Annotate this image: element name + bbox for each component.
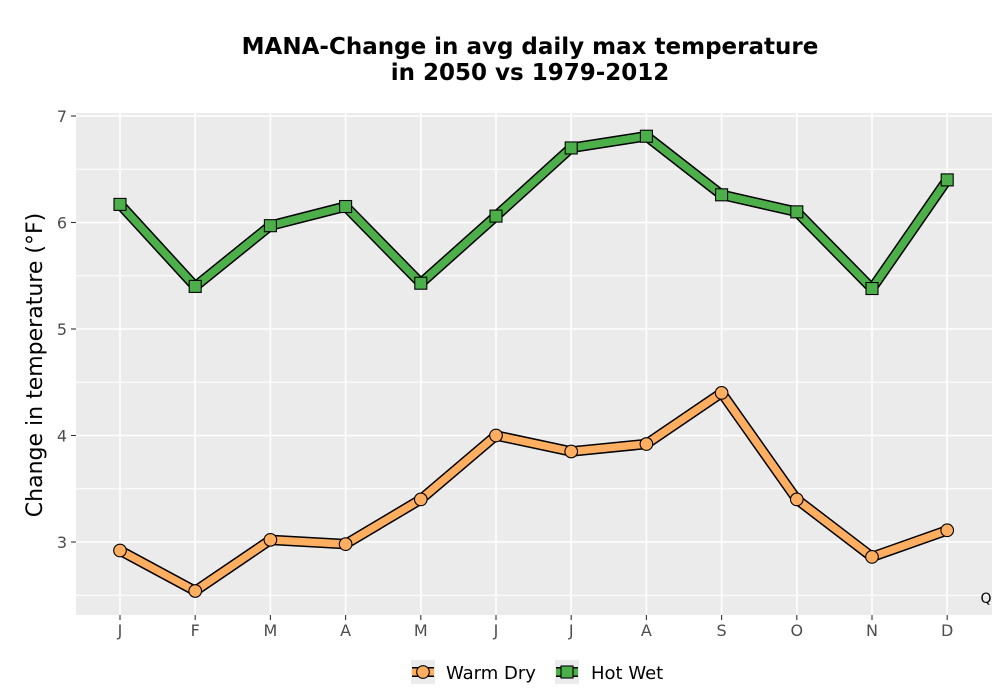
legend-label: Hot Wet — [591, 663, 663, 684]
x-tick-label: O — [791, 621, 804, 640]
x-tick-label: F — [191, 621, 200, 640]
data-point-square — [639, 129, 653, 143]
y-tick-label: 3 — [57, 533, 67, 552]
grid-minor — [76, 168, 992, 596]
data-point-square — [188, 279, 202, 293]
series-layer — [113, 129, 955, 598]
data-point-square — [489, 209, 503, 223]
data-point-square — [263, 219, 277, 233]
y-tick-label: 5 — [57, 320, 67, 339]
x-tick-label: M — [263, 621, 277, 640]
data-point-circle — [564, 444, 579, 459]
x-tick-label: S — [717, 621, 727, 640]
y-axis-label: Change in temperature (°F) — [23, 213, 48, 517]
grid-major — [76, 113, 992, 615]
y-tick-label: 7 — [57, 107, 67, 126]
x-tick-label: D — [941, 621, 953, 640]
data-point-square — [715, 188, 729, 202]
legend-key-square — [560, 665, 574, 679]
chart-title-line-1: MANA-Change in avg daily max temperature — [242, 34, 819, 60]
data-point-circle — [489, 428, 503, 443]
y-tick-label: 4 — [57, 427, 67, 446]
y-tick-label: 6 — [57, 214, 67, 233]
x-tick-label: A — [340, 621, 351, 640]
chart-title-line-2: in 2050 vs 1979-2012 — [391, 60, 670, 86]
data-point-square — [865, 281, 879, 296]
data-point-square — [339, 199, 353, 214]
data-point-circle — [263, 533, 278, 547]
x-tick-label: N — [866, 621, 878, 640]
data-point-square — [414, 276, 428, 290]
series-line — [116, 389, 951, 595]
x-tick-label: J — [568, 621, 574, 640]
data-point-circle — [789, 492, 804, 507]
data-point-circle — [188, 584, 203, 598]
data-point-circle — [413, 492, 428, 507]
series-line — [116, 132, 951, 293]
data-point-square — [113, 197, 127, 211]
x-tick-label: J — [493, 621, 499, 640]
data-point-circle — [714, 386, 729, 400]
data-point-square — [564, 141, 578, 155]
data-point-circle — [338, 537, 353, 551]
y-axis-ticks: 3 4 5 6 7 — [57, 107, 76, 552]
data-point-circle — [639, 437, 654, 451]
legend: Warm Dry Hot Wet — [411, 660, 663, 684]
x-tick-label: M — [414, 621, 428, 640]
data-point-circle — [113, 543, 127, 558]
x-tick-label: J — [117, 621, 123, 640]
x-tick-label: A — [641, 621, 652, 640]
data-point-square — [940, 173, 954, 187]
legend-label: Warm Dry — [446, 663, 536, 684]
data-point-circle — [940, 523, 955, 538]
data-point-square — [790, 205, 804, 219]
legend-key-circle — [416, 665, 430, 679]
data-point-circle — [865, 550, 879, 564]
corner-annotation: Q — [980, 591, 991, 607]
